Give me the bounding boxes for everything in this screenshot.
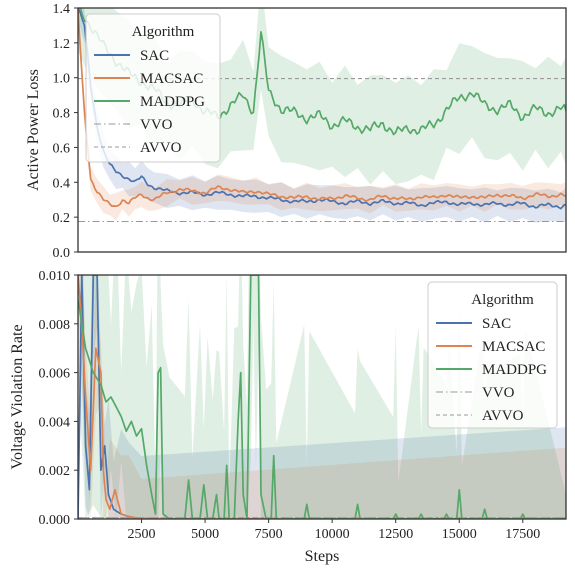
band-sac: [78, 8, 566, 223]
y-tick-label: 1.2: [53, 37, 71, 52]
legend-box: [85, 13, 221, 163]
x-tick-label: 2500: [128, 527, 156, 542]
y-tick-label: 0.008: [39, 318, 71, 333]
x-axis-label: Steps: [305, 548, 340, 565]
legend-box: [427, 281, 558, 429]
y-tick-label: 0.004: [39, 415, 71, 430]
y-tick-label: 0.0: [53, 246, 71, 261]
legend-label-macsac: MACSAC: [140, 71, 203, 87]
y-tick-label: 0.6: [53, 141, 71, 156]
y-tick-label: 0.000: [39, 513, 71, 528]
x-ticks: 2500 5000 7500 10000 12500 15000 17500: [128, 519, 540, 542]
legend-top: Algorithm SAC MACSAC MADDPG VVO AVVO: [85, 13, 221, 163]
series-lines-bottom: [78, 275, 566, 519]
y-axis-label-top: Active Power Loss: [25, 69, 42, 191]
x-tick-label: 7500: [255, 527, 283, 542]
legend-label-maddpg: MADDPG: [482, 362, 547, 378]
y-tick-label: 1.4: [53, 2, 71, 17]
legend-label-sac: SAC: [140, 48, 169, 64]
legend-title: Algorithm: [132, 24, 195, 40]
y-tick-label: 0.4: [53, 176, 71, 191]
y-ticks-top: 0.0 0.2 0.4 0.6 0.8 1.0 1.2 1.4: [53, 2, 78, 261]
y-axis-label-bottom: Voltage Violation Rate: [9, 324, 26, 469]
axes-frame-top: [77, 7, 567, 253]
y-ticks-bottom: 0.000 0.002 0.004 0.006 0.008 0.010: [39, 269, 78, 528]
x-tick-label: 10000: [315, 527, 350, 542]
x-tick-label: 17500: [505, 527, 540, 542]
legend-label-sac: SAC: [482, 316, 511, 332]
legend-label-avvo: AVVO: [482, 408, 524, 424]
y-tick-label: 0.006: [39, 367, 71, 382]
band-maddpg: [78, 275, 566, 519]
panel-voltage-violation-rate: 0.000 0.002 0.004 0.006 0.008 0.010 Voltage V…: [9, 269, 567, 565]
legend-label-macsac: MACSAC: [482, 339, 545, 355]
y-tick-label: 0.010: [39, 269, 71, 284]
series-line-maddpg: [78, 275, 566, 519]
y-tick-label: 1.0: [53, 72, 71, 87]
legend-label-maddpg: MADDPG: [140, 94, 205, 110]
y-tick-label: 0.8: [53, 107, 71, 122]
series-line-macsac: [78, 10, 566, 208]
y-tick-label: 0.2: [53, 211, 71, 226]
x-tick-label: 5000: [191, 527, 219, 542]
legend-title: Algorithm: [471, 292, 534, 308]
band-macsac: [78, 275, 566, 519]
legend-label-vvo: VVO: [482, 385, 515, 401]
legend-label-vvo: VVO: [140, 117, 173, 133]
band-sac: [78, 275, 566, 519]
legend-label-avvo: AVVO: [140, 140, 182, 156]
y-tick-label: 0.002: [39, 464, 71, 479]
series-line-sac: [78, 8, 566, 210]
x-tick-label: 15000: [442, 527, 477, 542]
x-tick-label: 12500: [378, 527, 413, 542]
band-macsac: [78, 8, 566, 221]
reference-lines-top: [78, 78, 566, 223]
panel-active-power-loss: 0.0 0.2 0.4 0.6 0.8 1.0 1.2 1.4 Active Power Lo…: [25, 2, 567, 261]
axes-frame-bottom: [77, 274, 567, 520]
legend-bottom: Algorithm SAC MACSAC MADDPG VVO AVVO: [427, 281, 558, 429]
confidence-bands-bottom: [78, 275, 566, 519]
